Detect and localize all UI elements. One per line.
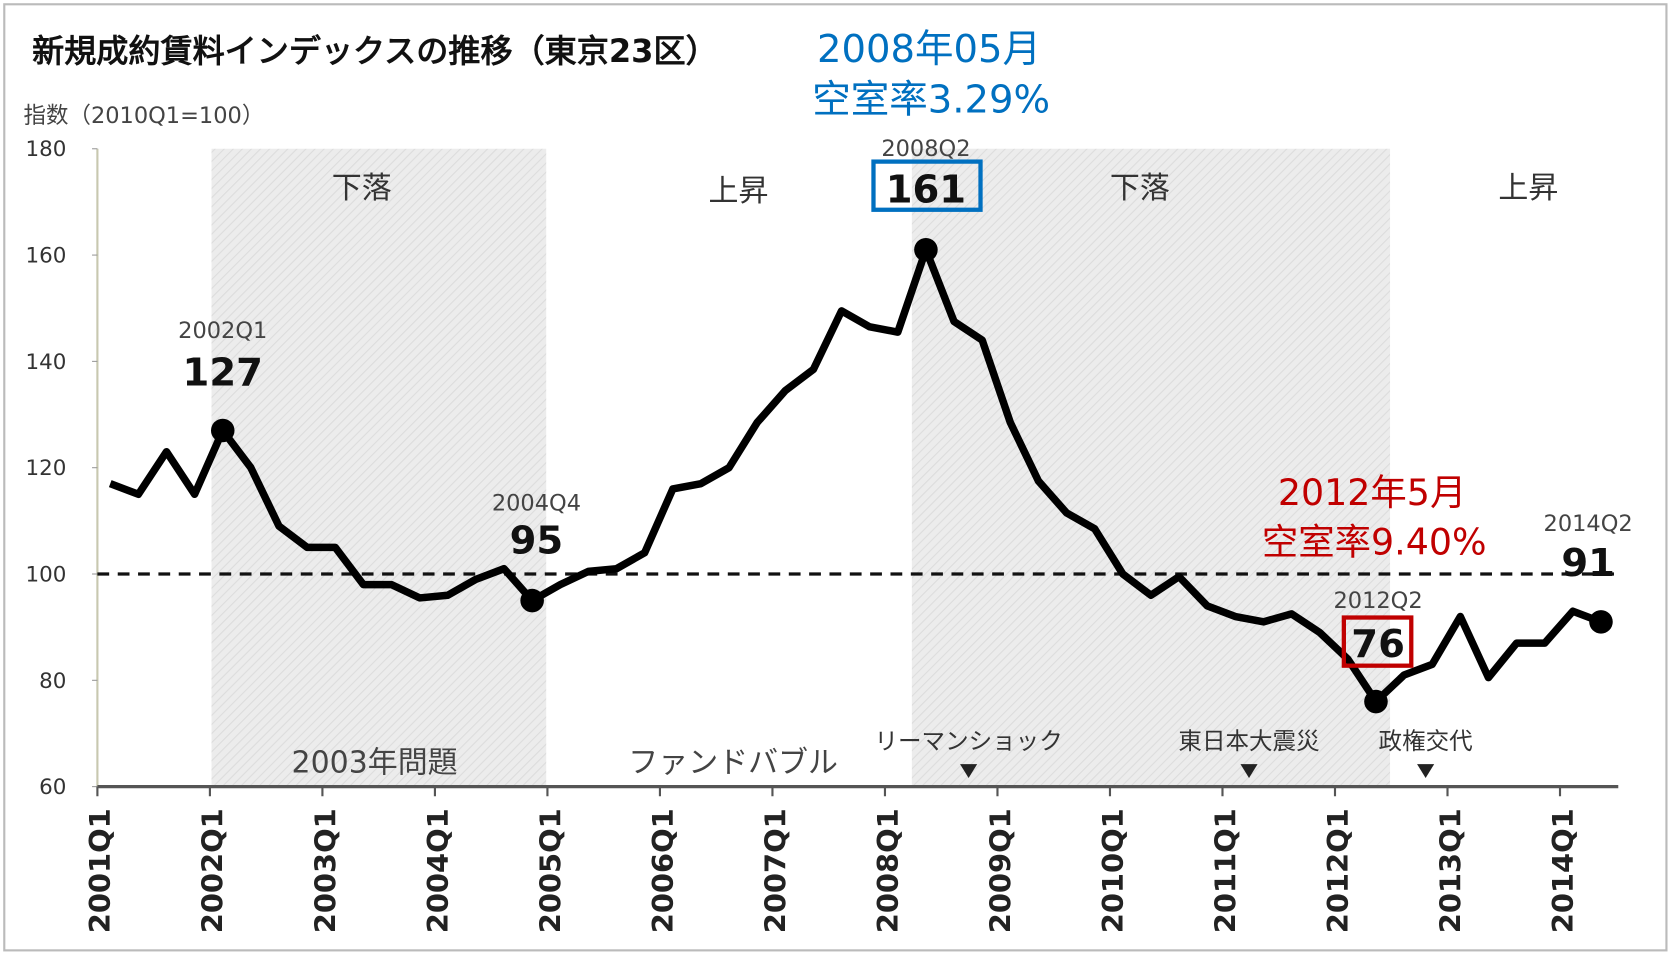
point-value-label: 91 (1561, 541, 1615, 586)
point-period-label: 2002Q1 (178, 318, 267, 344)
x-tick-label: 2003Q1 (308, 808, 342, 933)
x-tick-label: 2012Q1 (1321, 808, 1355, 933)
data-point-2008Q2 (914, 237, 938, 262)
peak-highlight-box (871, 159, 983, 212)
event-marker-icon (1417, 764, 1435, 779)
peak-annotation-date: 2008年05月 (817, 27, 1041, 72)
point-period-label: 2012Q2 (1334, 588, 1423, 614)
point-period-label: 2004Q4 (492, 491, 581, 517)
phase-label: 下落 (332, 171, 392, 206)
y-tick-label: 100 (26, 562, 67, 587)
event-label: リーマンショック (874, 727, 1062, 755)
phase-label: 下落 (1110, 171, 1170, 206)
y-axis-label: 指数（2010Q1=100） (24, 103, 265, 129)
event-label: 2003年問題 (292, 746, 458, 781)
event-label: ファンドバブル (628, 746, 838, 781)
x-tick-label: 2002Q1 (196, 808, 230, 933)
shaded-period (211, 148, 547, 787)
y-tick-label: 120 (26, 456, 67, 481)
trough-highlight-box (1341, 615, 1414, 668)
x-tick-label: 2009Q1 (983, 808, 1017, 933)
data-point-2002Q1 (210, 418, 235, 443)
x-tick-label: 2001Q1 (83, 808, 117, 933)
x-tick-label: 2008Q1 (871, 808, 905, 933)
event-marker-icon (960, 764, 978, 779)
x-tick-label: 2006Q1 (646, 808, 680, 933)
data-point-2004Q4 (520, 588, 544, 613)
point-value-label: 161 (886, 167, 966, 212)
x-tick-label: 2004Q1 (421, 808, 455, 933)
y-tick-label: 180 (26, 137, 67, 162)
point-period-label: 2014Q2 (1544, 511, 1633, 537)
peak-annotation-vacancy: 空室率3.29% (812, 77, 1050, 122)
phase-label: 上昇 (709, 174, 769, 209)
event-label: 東日本大震災 (1178, 727, 1319, 755)
event-marker-icon (1240, 764, 1258, 779)
y-tick-label: 160 (26, 244, 67, 269)
y-tick-label: 140 (26, 350, 67, 375)
y-tick-label: 60 (39, 775, 66, 800)
y-tick-label: 80 (39, 669, 66, 694)
event-label: 政権交代 (1379, 727, 1473, 755)
shaded-period (911, 148, 1391, 787)
chart-title: 新規成約賃料インデックスの推移（東京23区） (32, 32, 718, 70)
data-point-2014Q2 (1589, 610, 1613, 634)
data-point-2012Q2 (1364, 689, 1388, 714)
trough-annotation-date: 2012年5月 (1278, 471, 1466, 514)
point-value-label: 95 (510, 518, 564, 563)
trough-annotation-vacancy: 空室率9.40% (1262, 520, 1487, 563)
point-period-label: 2008Q2 (881, 136, 970, 162)
point-value-label: 127 (183, 350, 263, 395)
x-tick-label: 2013Q1 (1433, 808, 1467, 933)
x-tick-label: 2005Q1 (533, 808, 567, 933)
x-tick-label: 2010Q1 (1096, 808, 1130, 933)
phase-label: 上昇 (1498, 171, 1558, 206)
x-tick-label: 2007Q1 (758, 808, 792, 933)
x-tick-label: 2014Q1 (1546, 808, 1580, 933)
x-tick-label: 2011Q1 (1208, 808, 1242, 933)
point-value-label: 76 (1351, 622, 1405, 667)
